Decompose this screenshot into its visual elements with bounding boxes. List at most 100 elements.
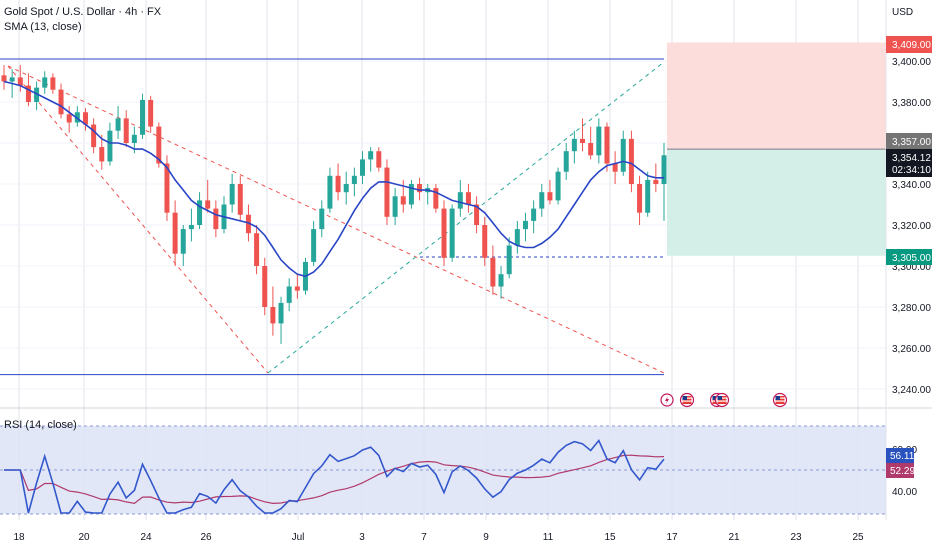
time-label: 15 [604, 532, 616, 543]
candle-body [213, 208, 219, 230]
candle-body [433, 188, 439, 209]
candle-body [34, 87, 40, 102]
time-label: 17 [666, 532, 678, 543]
candle-body [482, 225, 488, 258]
candle-body [441, 208, 447, 258]
lightning-icon[interactable] [660, 393, 674, 407]
candle-body [229, 184, 235, 205]
price-axis[interactable]: 3,400.00 3,380.00 3,340.00 3,320.00 3,300.00… [892, 57, 931, 396]
time-axis[interactable]: 18 20 24 26 Jul 3 7 9 11 15 17 21 23 25 [13, 532, 864, 543]
candle-body [123, 118, 129, 143]
candle-body [580, 138, 586, 143]
candle-body [286, 286, 292, 303]
sma-line [3, 80, 664, 278]
price-label: 3,400.00 [892, 57, 931, 68]
candle-body [571, 138, 577, 152]
candle-body [91, 124, 97, 148]
take-profit-zone[interactable] [667, 149, 886, 256]
candle-body [457, 192, 463, 209]
red-channel-upper[interactable] [7, 65, 665, 374]
price-label: 3,280.00 [892, 303, 931, 314]
svg-text:3,305.00: 3,305.00 [892, 253, 931, 264]
candle-body [645, 179, 651, 213]
drawings-layer[interactable] [0, 58, 886, 376]
candle-body [555, 171, 561, 201]
candle-body [368, 151, 374, 160]
candle-body [474, 204, 480, 225]
price-label: 3,300.00 [892, 262, 931, 273]
us-flag-icon[interactable] [772, 392, 788, 408]
candle-body [131, 134, 137, 143]
candle-body [620, 138, 626, 172]
candle-body [490, 257, 496, 287]
candle-body [465, 192, 471, 205]
candle-body [335, 175, 341, 193]
entry-price-tag: 3,357.00 [886, 133, 932, 149]
candle-body [245, 214, 251, 234]
candle-body [547, 192, 553, 201]
stop-loss-zone[interactable] [667, 42, 886, 150]
candle-body [9, 77, 15, 82]
economic-events[interactable] [660, 392, 788, 408]
candle-body [148, 99, 154, 127]
candle-body [351, 175, 357, 184]
last-price-tag: 3,354.12 02:34:10 [886, 149, 932, 177]
candle-body [661, 155, 667, 184]
currency-label[interactable]: USD [892, 7, 914, 18]
rsi-indicator-label[interactable]: RSI (14, close) [4, 419, 77, 431]
time-label: 26 [200, 532, 212, 543]
time-label: 9 [483, 532, 489, 543]
candle-body [188, 225, 194, 230]
time-label: Jul [292, 532, 305, 543]
candle-body [140, 99, 146, 135]
candle-body [408, 184, 414, 205]
green-trend-line[interactable] [267, 61, 665, 374]
candle-body [376, 151, 382, 168]
price-label: 3,320.00 [892, 221, 931, 232]
candle-body [50, 77, 56, 90]
time-label: 25 [852, 532, 864, 543]
candle-body [115, 118, 121, 131]
candle-body [400, 196, 406, 205]
candle-body [164, 163, 170, 213]
candle-body [498, 274, 504, 287]
candle-body [156, 126, 162, 164]
candle-body [262, 266, 268, 307]
candle-body [596, 126, 602, 156]
candle-body [107, 130, 113, 162]
stop-price-tag: 3,409.00 [886, 36, 932, 53]
candle-body [17, 77, 23, 86]
time-label: 24 [140, 532, 152, 543]
candle-body [327, 175, 333, 209]
rsi-value-tag: 56.11 [886, 448, 915, 463]
candle-body [270, 307, 276, 324]
candle-body [319, 208, 325, 230]
price-label: 3,340.00 [892, 180, 931, 191]
red-channel-lower[interactable] [7, 65, 269, 374]
svg-text:3,357.00: 3,357.00 [892, 137, 931, 148]
candle-body [522, 220, 528, 230]
candle-body [205, 200, 211, 209]
rsi-axis-label: 40.00 [892, 487, 917, 498]
svg-text:02:34:10: 02:34:10 [892, 165, 931, 176]
candle-body [237, 184, 243, 215]
sma-indicator-label[interactable]: SMA (13, close) [4, 21, 82, 33]
svg-text:56.11: 56.11 [890, 451, 915, 462]
candle-body [563, 151, 569, 172]
time-label: 7 [421, 532, 427, 543]
candle-body [604, 126, 610, 164]
candle-body [66, 114, 72, 123]
candle-body [1, 75, 7, 82]
candle-body [180, 229, 186, 254]
price-label: 3,260.00 [892, 344, 931, 355]
candle-body [172, 212, 178, 254]
symbol-title[interactable]: Gold Spot / U.S. Dollar · 4h · FX [4, 6, 162, 18]
candle-body [653, 179, 659, 184]
us-flag-icon[interactable] [679, 392, 695, 408]
us-flag-icon[interactable] [714, 392, 730, 408]
candle-body [506, 245, 512, 275]
candlestick-series [1, 65, 667, 344]
time-label: 20 [78, 532, 90, 543]
candle-body [628, 138, 634, 184]
